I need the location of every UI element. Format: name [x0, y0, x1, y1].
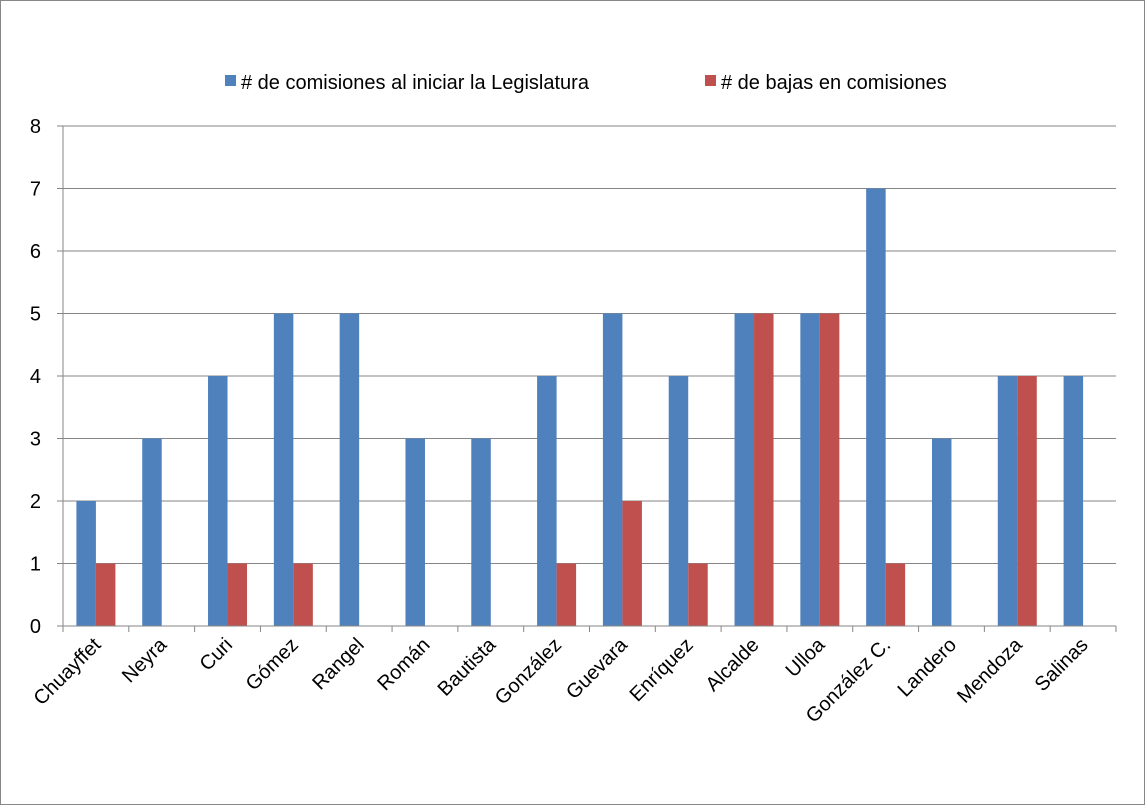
legend: # de comisiones al iniciar la Legislatur… — [225, 72, 947, 94]
x-tick-label: Enríquez — [626, 634, 698, 706]
bar-comisiones — [866, 188, 886, 626]
x-tick-label: Curi — [196, 634, 237, 675]
axes — [57, 125, 1117, 632]
bar-comisiones — [142, 438, 162, 626]
bar-comisiones — [734, 313, 755, 626]
x-tick-label: Mendoza — [953, 633, 1027, 707]
bar-bajas — [1017, 376, 1037, 626]
x-tick-label: Román — [373, 634, 434, 695]
x-tick-label: Salinas — [1031, 634, 1093, 696]
bar-comisiones — [208, 376, 228, 626]
legend-swatch-comisiones — [225, 75, 236, 86]
y-tick-label: 8 — [30, 116, 41, 138]
y-tick-label: 7 — [30, 179, 41, 201]
bar-bajas — [622, 501, 642, 626]
bar-comisiones — [997, 376, 1018, 626]
x-tick-label: Gómez — [242, 634, 303, 695]
y-tick-label: 1 — [30, 554, 41, 576]
bar-comisiones — [339, 313, 360, 626]
x-tick-label: González — [491, 634, 566, 709]
x-tick-label: Neyra — [118, 633, 172, 687]
bar-comisiones — [602, 313, 623, 626]
x-tick-label: Alcalde — [702, 634, 764, 696]
x-tick-label: Chuayffet — [30, 634, 106, 710]
y-tick-label: 2 — [30, 491, 41, 513]
gridlines — [63, 125, 1116, 564]
x-tick-label: Bautista — [434, 633, 501, 700]
bar-comisiones — [273, 313, 294, 626]
x-tick-label: Ulloa — [782, 633, 830, 681]
x-tick-label: Landero — [894, 634, 961, 701]
bar-comisiones — [405, 438, 425, 626]
bars — [76, 188, 1084, 626]
bar-comisiones — [800, 313, 820, 626]
x-axis-tick-labels: Chuayffet Neyra Curi Gómez Rangel Román Bautis… — [30, 633, 1093, 727]
bar-comisiones — [471, 438, 491, 626]
bar-bajas — [556, 563, 577, 626]
legend-label-bajas: # de bajas en comisiones — [721, 72, 947, 94]
bar-bajas — [754, 313, 774, 626]
bar-bajas — [227, 563, 248, 626]
x-tick-label: Rangel — [308, 634, 368, 694]
bar-comisiones — [668, 376, 689, 626]
bar-bajas — [688, 563, 708, 626]
bar-comisiones — [1063, 376, 1084, 626]
legend-label-comisiones: # de comisiones al iniciar la Legislatur… — [241, 72, 590, 94]
legend-swatch-bajas — [705, 75, 716, 86]
bar-bajas — [95, 563, 116, 626]
y-tick-label: 5 — [30, 304, 41, 326]
x-tick-label: Guevara — [562, 633, 632, 703]
y-tick-label: 0 — [30, 616, 41, 638]
y-axis-tick-labels: 0 1 2 3 4 5 6 7 8 — [30, 116, 41, 638]
y-tick-label: 4 — [30, 366, 41, 388]
bar-bajas — [885, 563, 906, 626]
bar-comisiones — [537, 376, 557, 626]
bar-comisiones — [76, 501, 96, 626]
bar-comisiones — [931, 438, 952, 626]
bar-bajas — [819, 313, 840, 626]
y-tick-label: 6 — [30, 241, 41, 263]
y-tick-label: 3 — [30, 429, 41, 451]
bar-bajas — [293, 563, 313, 626]
